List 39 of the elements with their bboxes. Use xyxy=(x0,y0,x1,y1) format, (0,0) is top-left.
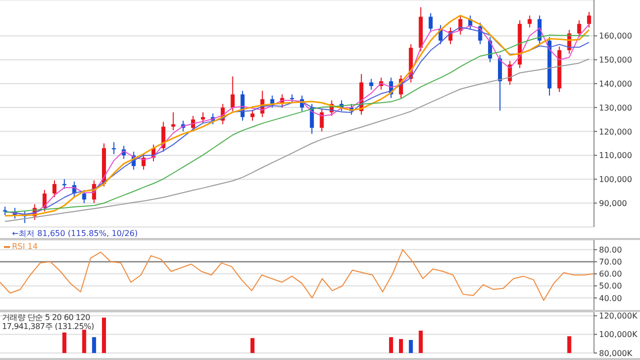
y-tick-label: 70.00 xyxy=(599,258,622,267)
y-tick-label: 80,000K xyxy=(599,348,633,358)
y-tick-label: 100,000K xyxy=(599,330,638,340)
candlestick xyxy=(528,15,532,28)
y-tick-label: 160,000 xyxy=(599,32,632,41)
candlestick xyxy=(42,189,47,212)
text: ←최저 81,650 (115.85%, 10/26) xyxy=(12,229,138,238)
candlestick xyxy=(82,189,86,204)
candlestick xyxy=(498,54,502,112)
candlestick xyxy=(587,11,592,28)
y-tick-label: 60.00 xyxy=(599,270,622,279)
y-tick-label: 140,000 xyxy=(599,79,632,88)
y-tick-label: 150,000 xyxy=(599,56,632,65)
candlestick xyxy=(270,95,274,108)
y-tick-label: 110,000 xyxy=(599,151,632,160)
y-tick-label: 120,000 xyxy=(599,127,632,136)
candlestick xyxy=(52,180,56,198)
y-tick-label: 120,000K xyxy=(599,312,638,321)
line-series xyxy=(4,58,590,222)
candlestick xyxy=(369,78,374,90)
candlestick xyxy=(112,142,116,155)
candlestick xyxy=(428,12,433,33)
y-tick-label: 40.00 xyxy=(599,294,622,303)
y-tick-label: 130,000 xyxy=(599,103,632,112)
candlestick xyxy=(142,154,146,170)
candlestick xyxy=(200,112,205,124)
line-series xyxy=(0,249,594,301)
candlestick xyxy=(320,108,324,132)
y-tick-label: 100,000 xyxy=(599,175,632,184)
annotation: 거래량 단순 5 20 60 120 xyxy=(2,313,92,322)
candlestick xyxy=(250,109,254,122)
candlestick xyxy=(230,76,235,112)
y-tick-label: 90,000 xyxy=(599,198,627,208)
candlestick xyxy=(577,20,582,38)
candlestick xyxy=(310,103,314,134)
annotation: 17,941,387주 (131.25%) xyxy=(2,322,94,331)
legend-label: RSI 14 xyxy=(12,242,38,251)
y-tick-label: 80.00 xyxy=(599,245,622,254)
y-tick-label: 50.00 xyxy=(599,282,622,291)
